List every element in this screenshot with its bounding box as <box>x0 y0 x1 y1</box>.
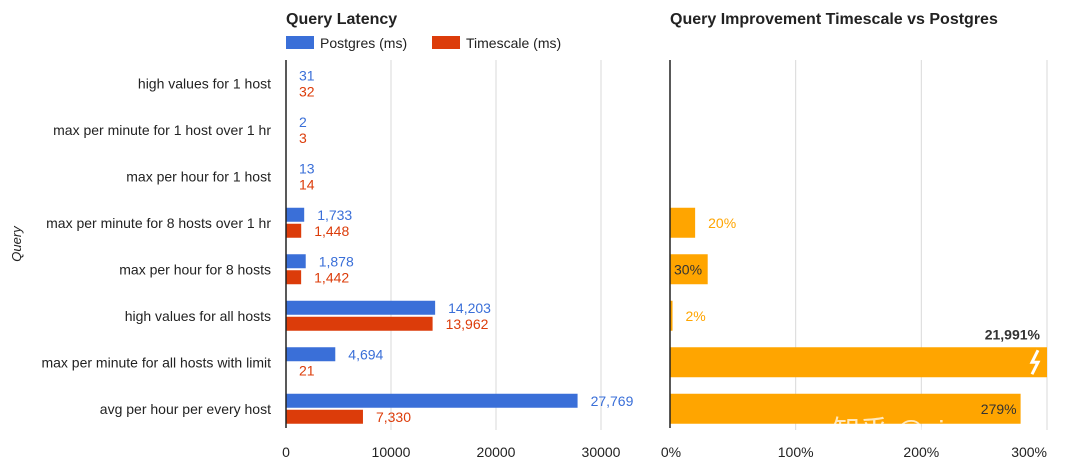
value-label-timescale: 7,330 <box>376 409 411 425</box>
category-label: max per hour for 8 hosts <box>119 261 271 277</box>
legend-label-timescale: Timescale (ms) <box>466 35 561 51</box>
bar-timescale <box>286 223 302 238</box>
x-tick-label: 200% <box>903 444 939 460</box>
value-label-postgres: 1,878 <box>319 253 354 269</box>
bar-postgres <box>286 393 578 408</box>
improvement-bars <box>670 207 1047 424</box>
value-label-postgres: 13 <box>299 160 315 176</box>
x-tick-label: 20000 <box>477 444 516 460</box>
improvement-value-labels: 20% 30% 2% 21,991% 279% <box>674 215 1041 417</box>
bar-timescale <box>286 409 363 424</box>
category-label: max per minute for 1 host over 1 hr <box>53 122 271 138</box>
category-label: max per minute for 8 hosts over 1 hr <box>46 215 271 231</box>
improvement-value-label: 30% <box>674 261 702 277</box>
latency-x-ticks: 0 10000 20000 30000 <box>282 444 621 460</box>
legend-swatch-timescale <box>432 36 460 49</box>
improvement-value-label: 279% <box>981 401 1017 417</box>
latency-gridlines <box>390 60 602 430</box>
latency-chart: Query Latency Postgres (ms) Timescale (m… <box>9 11 634 460</box>
x-tick-label: 0% <box>661 444 681 460</box>
value-label-timescale: 32 <box>299 83 315 99</box>
latency-chart-title: Query Latency <box>286 11 397 28</box>
value-label-postgres: 2 <box>299 114 307 130</box>
x-tick-label: 300% <box>1011 444 1047 460</box>
value-label-postgres: 1,733 <box>317 207 352 223</box>
value-label-timescale: 3 <box>299 130 307 146</box>
bar-postgres <box>286 207 305 222</box>
improvement-bar <box>670 207 696 238</box>
improvement-chart: Query Improvement Timescale vs Postgres … <box>661 11 1048 460</box>
x-tick-label: 100% <box>778 444 814 460</box>
value-label-postgres: 31 <box>299 67 315 83</box>
bar-postgres <box>286 254 306 269</box>
axis-break-icon <box>1029 349 1041 375</box>
improvement-bar <box>670 393 1021 424</box>
legend-swatch-postgres <box>286 36 314 49</box>
x-tick-label: 30000 <box>582 444 621 460</box>
improvement-value-label: 20% <box>708 215 736 231</box>
improvement-value-label: 2% <box>686 308 706 324</box>
category-label: avg per hour per every host <box>100 401 271 417</box>
category-label: max per hour for 1 host <box>126 168 271 184</box>
y-axis-title: Query <box>9 225 24 262</box>
improvement-bar <box>670 254 708 285</box>
category-labels: high values for 1 host max per minute for… <box>41 75 271 417</box>
value-label-timescale: 21 <box>299 362 315 378</box>
improvement-value-label: 21,991% <box>985 326 1041 342</box>
value-label-postgres: 27,769 <box>591 393 634 409</box>
improvement-chart-title: Query Improvement Timescale vs Postgres <box>670 11 998 28</box>
improvement-bar <box>670 347 1047 378</box>
category-label: max per minute for all hosts with limit <box>41 354 271 370</box>
value-label-timescale: 13,962 <box>446 316 489 332</box>
legend-label-postgres: Postgres (ms) <box>320 35 407 51</box>
improvement-x-ticks: 0% 100% 200% 300% <box>661 444 1047 460</box>
category-label: high values for all hosts <box>125 308 271 324</box>
value-label-timescale: 14 <box>299 176 315 192</box>
value-label-postgres: 4,694 <box>348 346 383 362</box>
value-label-timescale: 1,442 <box>314 269 349 285</box>
bar-postgres <box>286 300 436 315</box>
bar-timescale <box>286 270 302 285</box>
bar-postgres <box>286 347 336 362</box>
value-label-postgres: 14,203 <box>448 300 491 316</box>
value-label-timescale: 1,448 <box>314 223 349 239</box>
x-tick-label: 10000 <box>372 444 411 460</box>
latency-legend: Postgres (ms) Timescale (ms) <box>286 35 561 51</box>
bar-timescale <box>286 316 433 331</box>
watermark: 知乎 @xiongcc <box>832 415 1019 446</box>
latency-bars <box>286 68 578 424</box>
improvement-bar <box>670 300 673 331</box>
category-label: high values for 1 host <box>138 75 271 91</box>
x-tick-label: 0 <box>282 444 290 460</box>
